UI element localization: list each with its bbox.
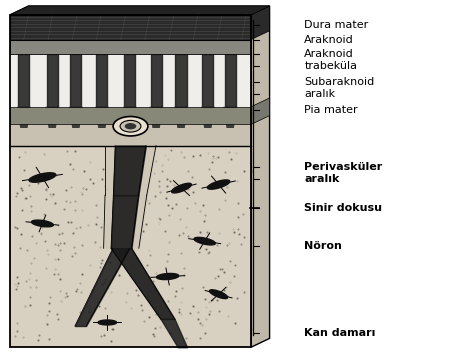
Bar: [10, 15, 251, 347]
Text: Araknoid: Araknoid: [305, 49, 354, 59]
Text: Pia mater: Pia mater: [305, 105, 358, 115]
Polygon shape: [172, 183, 192, 193]
Ellipse shape: [120, 120, 141, 132]
Polygon shape: [210, 290, 228, 299]
Polygon shape: [98, 320, 117, 325]
Polygon shape: [223, 107, 237, 128]
Polygon shape: [194, 237, 215, 245]
Polygon shape: [10, 6, 270, 15]
Polygon shape: [174, 107, 188, 128]
Polygon shape: [251, 98, 270, 125]
Polygon shape: [95, 107, 109, 128]
Text: aralık: aralık: [305, 89, 335, 99]
Bar: [10, 125, 251, 146]
Polygon shape: [251, 6, 270, 40]
Polygon shape: [69, 107, 83, 128]
Polygon shape: [45, 107, 59, 128]
Bar: [10, 15, 251, 40]
Polygon shape: [251, 6, 270, 347]
Text: Perivasküler: Perivasküler: [305, 162, 383, 172]
Bar: [10, 146, 251, 347]
Text: Araknoid: Araknoid: [305, 34, 354, 45]
Bar: [10, 54, 251, 107]
Polygon shape: [29, 173, 56, 182]
Bar: [10, 107, 251, 125]
Polygon shape: [201, 107, 215, 128]
Text: Subaraknoid: Subaraknoid: [305, 77, 375, 87]
Polygon shape: [10, 6, 270, 15]
Text: aralık: aralık: [305, 174, 340, 184]
Text: Sinir dokusu: Sinir dokusu: [305, 203, 382, 213]
Text: Nöron: Nöron: [305, 241, 342, 251]
Ellipse shape: [113, 116, 148, 136]
Polygon shape: [207, 180, 230, 189]
Text: Dura mater: Dura mater: [305, 21, 369, 31]
Polygon shape: [32, 220, 53, 227]
Polygon shape: [157, 273, 179, 280]
Polygon shape: [123, 107, 137, 128]
Polygon shape: [17, 107, 31, 128]
Text: trabeküla: trabeküla: [305, 61, 358, 71]
Polygon shape: [149, 107, 163, 128]
Ellipse shape: [125, 123, 136, 130]
Bar: [10, 40, 251, 54]
Text: Kan damarı: Kan damarı: [305, 328, 376, 338]
